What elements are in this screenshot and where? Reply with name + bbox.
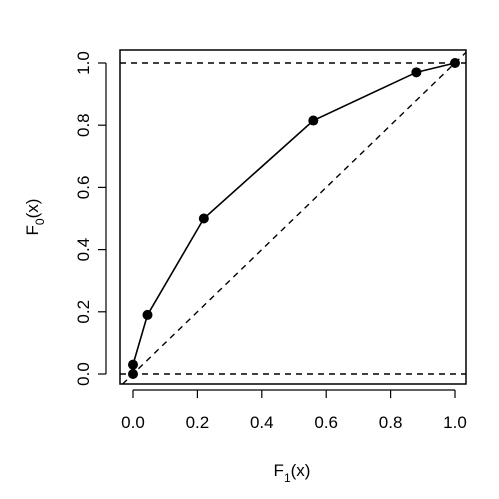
data-point [198, 213, 209, 224]
y-tick-label: 0.6 [74, 176, 93, 200]
y-tick-label: 0.4 [74, 238, 93, 262]
data-point [128, 369, 138, 379]
x-axis-title-main: F [274, 461, 284, 480]
reference-line-diagonal [122, 51, 467, 385]
x-tick-label: 0.4 [250, 413, 274, 432]
y-axis: 0.0 0.2 0.4 0.6 0.8 1.0 [74, 51, 107, 386]
data-point [142, 309, 153, 320]
reference-lines [120, 51, 467, 385]
y-tick-label: 0.8 [74, 113, 93, 137]
data-series [128, 58, 460, 379]
y-axis-title-sub: 0 [33, 218, 47, 225]
data-point [128, 359, 138, 370]
y-tick-label: 1.0 [74, 51, 93, 75]
data-point [450, 58, 460, 68]
y-tick-label: 0.2 [74, 300, 93, 324]
x-axis: 0.0 0.2 0.4 0.6 0.8 1.0 [121, 389, 467, 432]
plot-frame [119, 49, 467, 385]
data-point [308, 115, 319, 126]
x-tick-label: 0.8 [379, 413, 403, 432]
x-axis-title-rest: (x) [291, 461, 311, 480]
y-axis-title-rest: (x) [23, 199, 42, 219]
y-axis-title: F0(x) [23, 199, 47, 236]
data-point [411, 67, 422, 78]
x-axis-title: F1(x) [274, 461, 311, 485]
x-tick-label: 0.2 [186, 413, 210, 432]
x-tick-label: 0.6 [314, 413, 338, 432]
x-axis-title-sub: 1 [284, 471, 291, 485]
x-tick-label: 0.0 [121, 413, 145, 432]
y-tick-label: 0.0 [74, 362, 93, 386]
x-tick-label: 1.0 [443, 413, 467, 432]
y-axis-title-main: F [23, 225, 42, 235]
